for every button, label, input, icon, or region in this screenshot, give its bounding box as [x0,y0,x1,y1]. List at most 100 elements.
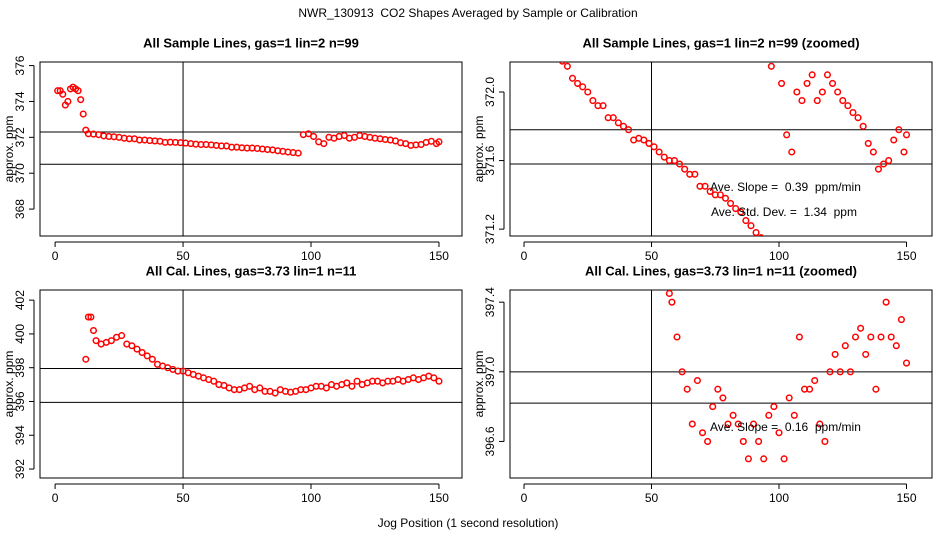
data-point [834,88,842,96]
data-point [793,88,801,96]
y-tick-label: 372 [13,127,27,147]
data-point [54,87,62,95]
data-point [619,122,628,130]
x-tick-label: 50 [645,249,659,263]
data-point [775,429,783,437]
data-point [693,376,701,385]
data-point [806,385,814,393]
data-point [678,368,686,376]
y-tick-label: 396.6 [483,426,497,456]
data-point [246,382,254,390]
data-point [755,437,763,445]
data-point [676,160,684,168]
data-point [890,136,898,144]
data-point [59,90,67,98]
data-point [739,437,747,445]
data-point [727,199,735,207]
data-point [340,131,348,140]
data-point [430,374,438,382]
data-point [831,350,839,358]
y-tick-label: 394 [13,425,27,445]
data-point [859,122,867,130]
y-tick-label: 371.6 [483,145,497,175]
data-point [724,420,732,428]
data-point [701,182,709,190]
plot-area [510,55,932,236]
data-point [143,352,151,360]
data-point [780,455,788,463]
y-axis-label: approx. ppm [472,116,486,183]
data-point [322,384,330,392]
y-tick-label: 396 [13,391,27,411]
data-point [579,83,587,91]
data-point [841,342,849,350]
data-point [732,205,740,213]
data-point [785,394,793,402]
panel: All Cal. Lines, gas=3.73 lin=1 n=11 appro… [2,263,463,505]
data-point [584,88,592,96]
y-tick-label: 368 [13,199,27,219]
data-point [790,411,798,419]
data-point [851,333,860,341]
data-point [811,376,819,385]
data-point [844,102,852,110]
y-tick-label: 397.4 [483,287,497,317]
data-point [320,140,328,148]
y-tick-label: 400 [13,324,27,344]
panel-title: All Sample Lines, gas=1 lin=2 n=99 (zoom… [582,35,859,50]
data-point [788,148,796,156]
data-point [138,348,146,357]
data-point [839,97,847,105]
data-point [614,119,622,127]
plot-area [510,290,932,478]
plot-frame [39,61,463,237]
annotation: Ave. Slope = 0.39 ppm/min [710,180,861,194]
data-point [683,385,691,393]
data-point [609,114,617,122]
x-tick-label: 0 [52,249,59,263]
x-tick-label: 150 [429,491,449,505]
data-point [64,97,72,106]
data-point [877,333,885,341]
x-tick-label: 50 [176,491,190,505]
data-point [770,403,778,411]
data-point [714,385,722,393]
x-tick-label: 150 [896,249,916,263]
y-tick-label: 402 [13,290,27,310]
data-point [798,97,806,105]
y-tick-label: 392 [13,459,27,479]
data-point [271,389,279,397]
data-point [869,148,877,156]
data-point [867,333,875,341]
data-point [563,62,571,70]
plot-frame [39,289,463,479]
y-tick-label: 370 [13,163,27,183]
plot-frame [509,289,933,479]
data-point [704,437,712,445]
x-tick-label: 100 [769,491,789,505]
data-point [880,160,888,168]
data-point [210,377,218,385]
data-point [895,126,903,134]
data-point [133,345,141,353]
data-point [74,87,82,95]
data-point [348,382,356,390]
data-point [435,377,443,385]
data-point [574,79,582,87]
data-point [655,148,663,156]
y-tick-label: 376 [13,55,27,75]
data-point [854,114,862,122]
data-point [670,157,679,165]
data-point [774,55,780,61]
plot-area [40,290,462,478]
data-point [691,170,699,178]
data-point [823,71,832,79]
data-point [568,74,577,82]
annotation: Ave. Slope = 0.16 ppm/min [710,420,861,434]
y-axis-label: approx. ppm [2,116,16,183]
data-point [874,165,883,173]
data-point [846,368,854,376]
data-point [765,411,773,419]
x-tick-label: 100 [769,249,789,263]
